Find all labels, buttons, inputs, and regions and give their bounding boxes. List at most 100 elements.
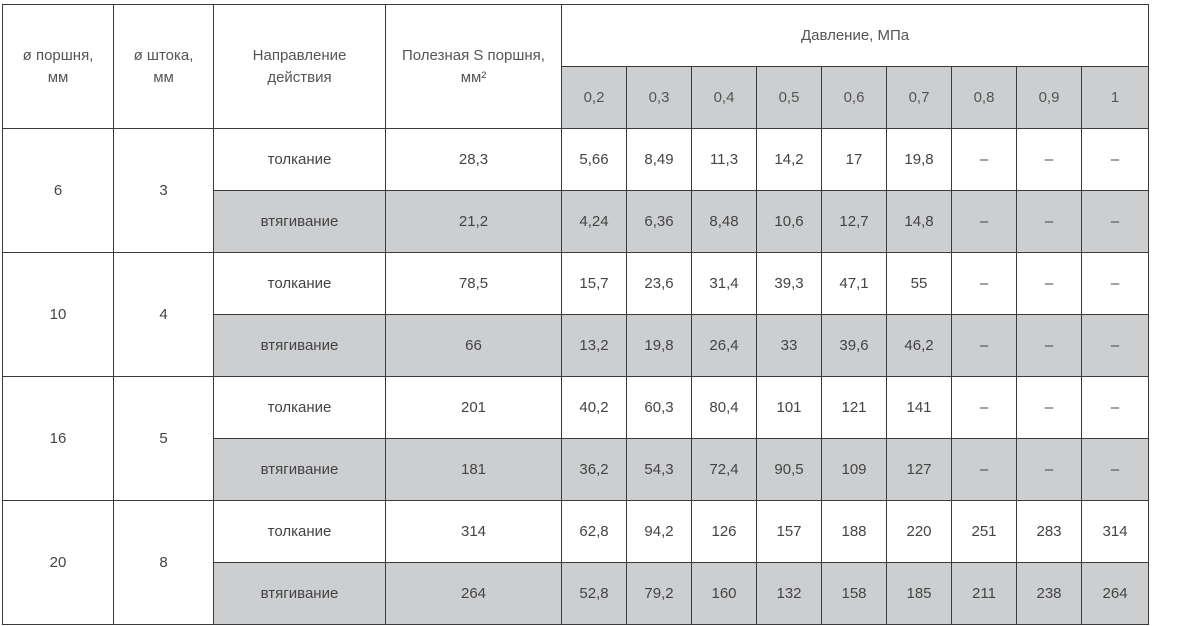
force-value-cell: 17 <box>821 128 887 191</box>
force-value-cell: 8,48 <box>691 190 757 253</box>
force-value-cell: 14,2 <box>756 128 822 191</box>
force-value-cell: – <box>1080 438 1150 501</box>
force-value-cell: – <box>1080 314 1150 377</box>
force-value-cell: 90,5 <box>756 438 822 501</box>
force-value-cell: 251 <box>951 500 1017 563</box>
rod-diameter-cell: 8 <box>113 500 214 625</box>
force-value-cell: 160 <box>691 562 757 625</box>
force-value-cell: 19,8 <box>886 128 952 191</box>
force-value-cell: 158 <box>821 562 887 625</box>
header-rod-diameter: ø штока, мм <box>113 4 214 129</box>
table-body: 6 3 толкание 28,3 5,66 8,49 11,3 14,2 17 19,8– – – в… <box>2 128 1150 625</box>
rod-diameter-cell: 5 <box>113 376 214 501</box>
direction-cell: втягивание <box>213 190 386 253</box>
force-value-cell: 19,8 <box>626 314 692 377</box>
force-value-cell: 62,8 <box>561 500 627 563</box>
direction-cell: втягивание <box>213 562 386 625</box>
header-direction: Направление действия <box>213 4 386 129</box>
header-piston-diameter: ø поршня, мм <box>2 4 114 129</box>
direction-cell: втягивание <box>213 438 386 501</box>
area-cell: 264 <box>385 562 562 625</box>
table-row: втягивание 21,2 4,24 6,36 8,48 10,6 12,7 14,8– –… <box>3 190 1150 253</box>
force-value-cell: – <box>1080 376 1150 439</box>
table-header: ø поршня, мм ø штока, мм Направление дей… <box>2 4 1150 129</box>
force-value-cell: 39,6 <box>821 314 887 377</box>
table-row: втягивание 264 52,8 79,2 160 132 158 185 211 238 2… <box>3 562 1150 625</box>
area-cell: 28,3 <box>385 128 562 191</box>
force-value-cell: – <box>1016 376 1082 439</box>
area-cell: 21,2 <box>385 190 562 253</box>
force-value-cell: – <box>951 128 1017 191</box>
force-value-cell: 13,2 <box>561 314 627 377</box>
force-value-cell: 188 <box>821 500 887 563</box>
force-value-cell: – <box>951 252 1017 315</box>
force-value-cell: 94,2 <box>626 500 692 563</box>
force-value-cell: 141 <box>886 376 952 439</box>
force-value-cell: 10,6 <box>756 190 822 253</box>
header-pressure-value: 0,5 <box>756 66 822 129</box>
force-value-cell: 121 <box>821 376 887 439</box>
force-value-cell: 39,3 <box>756 252 822 315</box>
force-value-cell: 79,2 <box>626 562 692 625</box>
force-value-cell: – <box>951 190 1017 253</box>
force-value-cell: 26,4 <box>691 314 757 377</box>
piston-diameter-cell: 16 <box>2 376 114 501</box>
force-value-cell: – <box>1080 252 1150 315</box>
force-value-cell: – <box>1016 128 1082 191</box>
area-cell: 66 <box>385 314 562 377</box>
table-row: втягивание 66 13,2 19,8 26,4 33 39,6 46,2– – – <box>3 314 1150 377</box>
force-value-cell: 4,24 <box>561 190 627 253</box>
rod-diameter-cell: 3 <box>113 128 214 253</box>
direction-cell: втягивание <box>213 314 386 377</box>
force-value-cell: 47,1 <box>821 252 887 315</box>
area-cell: 314 <box>385 500 562 563</box>
force-value-cell: 80,4 <box>691 376 757 439</box>
force-value-cell: 54,3 <box>626 438 692 501</box>
piston-diameter-cell: 10 <box>2 252 114 377</box>
force-value-cell: – <box>1016 252 1082 315</box>
force-value-cell: 33 <box>756 314 822 377</box>
force-value-cell: 238 <box>1016 562 1082 625</box>
force-value-cell: 40,2 <box>561 376 627 439</box>
piston-diameter-cell: 20 <box>2 500 114 625</box>
force-value-cell: 211 <box>951 562 1017 625</box>
force-value-cell: – <box>1016 314 1082 377</box>
area-cell: 78,5 <box>385 252 562 315</box>
force-value-cell: 36,2 <box>561 438 627 501</box>
force-value-cell: 127 <box>886 438 952 501</box>
force-value-cell: 185 <box>886 562 952 625</box>
force-value-cell: 12,7 <box>821 190 887 253</box>
force-value-cell: 314 <box>1080 500 1150 563</box>
force-value-cell: – <box>951 438 1017 501</box>
direction-cell: толкание <box>213 128 386 191</box>
direction-cell: толкание <box>213 500 386 563</box>
header-area: Полезная S поршня, мм² <box>385 4 562 129</box>
header-pressure-value: 0,4 <box>691 66 757 129</box>
force-value-cell: – <box>1080 190 1150 253</box>
force-value-cell: 15,7 <box>561 252 627 315</box>
force-value-cell: – <box>951 376 1017 439</box>
force-value-cell: 55 <box>886 252 952 315</box>
header-pressure: Давление, МПа <box>560 4 1150 67</box>
force-value-cell: – <box>1016 190 1082 253</box>
direction-cell: толкание <box>213 376 386 439</box>
force-value-cell: 126 <box>691 500 757 563</box>
force-value-cell: 72,4 <box>691 438 757 501</box>
force-value-cell: 14,8 <box>886 190 952 253</box>
header-pressure-value: 0,3 <box>626 66 692 129</box>
force-value-cell: 101 <box>756 376 822 439</box>
force-value-cell: 23,6 <box>626 252 692 315</box>
force-value-cell: – <box>1080 128 1150 191</box>
force-value-cell: 157 <box>756 500 822 563</box>
force-value-cell: 31,4 <box>691 252 757 315</box>
rod-diameter-cell: 4 <box>113 252 214 377</box>
piston-diameter-cell: 6 <box>2 128 114 253</box>
header-pressure-value: 0,9 <box>1016 66 1082 129</box>
force-value-cell: 52,8 <box>561 562 627 625</box>
force-value-cell: 6,36 <box>626 190 692 253</box>
area-cell: 181 <box>385 438 562 501</box>
force-value-cell: 11,3 <box>691 128 757 191</box>
force-value-cell: – <box>1016 438 1082 501</box>
force-value-cell: 264 <box>1080 562 1150 625</box>
force-table: ø поршня, мм ø штока, мм Направление дей… <box>2 4 1150 625</box>
